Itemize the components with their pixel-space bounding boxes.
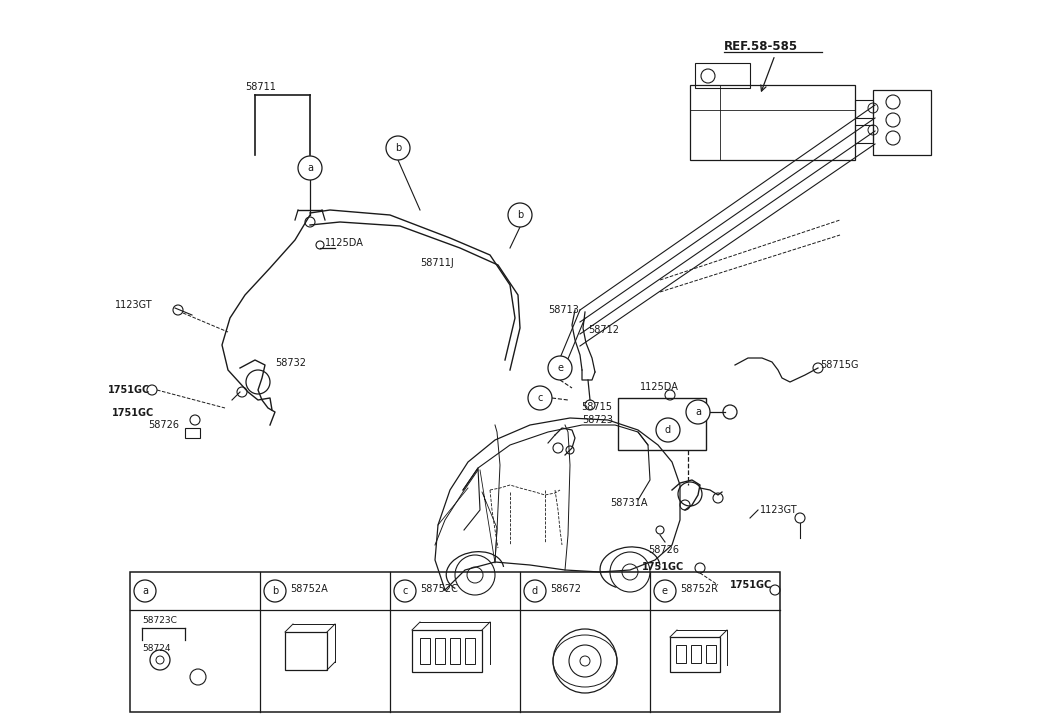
- Text: 58724: 58724: [142, 644, 170, 653]
- Bar: [450, 638, 460, 664]
- Circle shape: [298, 156, 322, 180]
- Text: 58723: 58723: [583, 415, 613, 425]
- Bar: [420, 638, 431, 664]
- Text: 58715: 58715: [581, 402, 612, 412]
- Text: c: c: [537, 393, 543, 403]
- Text: a: a: [142, 586, 148, 596]
- Bar: [412, 630, 482, 672]
- Bar: [691, 645, 701, 663]
- Text: 58752C: 58752C: [420, 584, 458, 594]
- Circle shape: [549, 356, 572, 380]
- Text: 58711: 58711: [244, 82, 276, 92]
- Text: a: a: [695, 407, 701, 417]
- Text: d: d: [665, 425, 671, 435]
- Text: 1123GT: 1123GT: [760, 505, 797, 515]
- Bar: [695, 63, 750, 88]
- Text: d: d: [532, 586, 538, 596]
- Circle shape: [686, 400, 710, 424]
- Text: 58712: 58712: [588, 325, 619, 335]
- Text: 58726: 58726: [648, 545, 679, 555]
- Circle shape: [656, 418, 680, 442]
- Text: REF.58-585: REF.58-585: [724, 40, 798, 53]
- Text: 58731A: 58731A: [610, 498, 647, 508]
- Bar: [855, 100, 873, 118]
- Circle shape: [386, 136, 410, 160]
- Bar: [435, 638, 445, 664]
- Circle shape: [528, 386, 552, 410]
- Bar: [873, 90, 931, 155]
- Text: 58723C: 58723C: [142, 616, 176, 625]
- Text: 58732: 58732: [275, 358, 306, 368]
- Text: 58711J: 58711J: [420, 258, 454, 268]
- Text: 58672: 58672: [550, 584, 581, 594]
- Text: 58726: 58726: [148, 420, 179, 430]
- Bar: [185, 428, 200, 438]
- Text: b: b: [272, 586, 279, 596]
- Circle shape: [264, 580, 286, 602]
- Bar: [285, 632, 327, 670]
- Text: b: b: [517, 210, 523, 220]
- Text: e: e: [662, 586, 668, 596]
- Text: 1751GC: 1751GC: [108, 385, 150, 395]
- Text: c: c: [402, 586, 408, 596]
- Circle shape: [394, 580, 416, 602]
- Bar: [670, 637, 720, 672]
- Text: 1125DA: 1125DA: [640, 382, 679, 392]
- Circle shape: [134, 580, 156, 602]
- Text: b: b: [394, 143, 401, 153]
- Text: 58752A: 58752A: [290, 584, 327, 594]
- Text: 1123GT: 1123GT: [115, 300, 153, 310]
- Text: 58752R: 58752R: [680, 584, 718, 594]
- Bar: [130, 572, 780, 712]
- Circle shape: [654, 580, 676, 602]
- Bar: [855, 125, 873, 143]
- Bar: [618, 398, 706, 450]
- Text: 58713: 58713: [549, 305, 579, 315]
- Circle shape: [508, 203, 532, 227]
- Text: 1751GC: 1751GC: [642, 562, 685, 572]
- Text: 1125DA: 1125DA: [325, 238, 364, 248]
- Bar: [676, 645, 686, 663]
- Text: 1751GC: 1751GC: [730, 580, 772, 590]
- Circle shape: [524, 580, 546, 602]
- Bar: [690, 85, 855, 160]
- Bar: [706, 645, 716, 663]
- Text: e: e: [557, 363, 563, 373]
- Bar: [465, 638, 475, 664]
- Text: a: a: [307, 163, 313, 173]
- Text: 1751GC: 1751GC: [112, 408, 154, 418]
- Text: 58715G: 58715G: [820, 360, 859, 370]
